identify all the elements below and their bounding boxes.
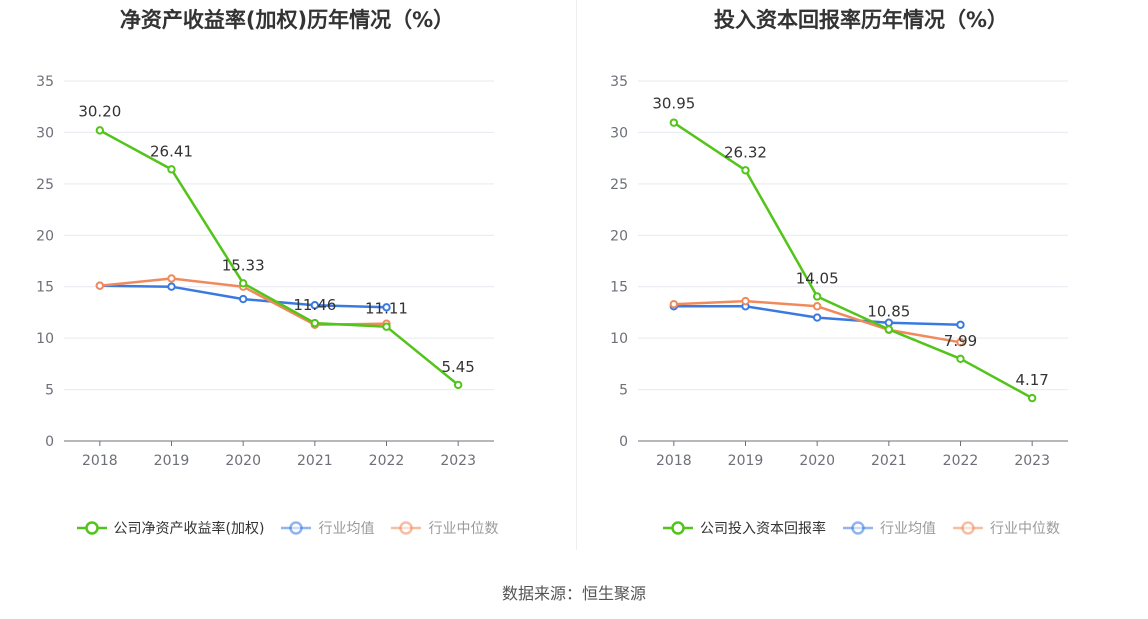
data-point <box>884 318 894 327</box>
data-point <box>167 165 176 174</box>
y-tick-label: 10 <box>36 331 54 347</box>
y-tick-label: 5 <box>45 383 54 399</box>
x-tick-label: 2020 <box>799 453 835 469</box>
legend-label: 行业中位数 <box>990 521 1060 537</box>
chart-title: 投入资本回报率历年情况（%） <box>713 8 1009 32</box>
series-line-0 <box>99 129 459 386</box>
chart-legend: 公司投入资本回报率 行业均值 行业中位数 <box>574 518 1148 538</box>
data-label: 15.33 <box>222 256 265 274</box>
y-tick-label: 20 <box>36 228 54 244</box>
data-label: 11.11 <box>365 300 408 318</box>
y-tick-label: 20 <box>610 228 628 244</box>
x-tick-label: 2019 <box>154 453 190 469</box>
y-tick-label: 0 <box>45 434 54 450</box>
x-tick-label: 2023 <box>1014 453 1050 469</box>
legend-label: 行业中位数 <box>428 521 499 537</box>
legend-item[interactable]: 公司投入资本回报率 <box>662 518 826 538</box>
data-source-label: 数据来源：恒生聚源 <box>501 584 646 603</box>
data-point <box>382 322 391 331</box>
data-label: 26.41 <box>150 142 193 160</box>
x-tick-label: 2019 <box>728 453 764 469</box>
y-tick-label: 25 <box>36 177 54 193</box>
data-point <box>238 294 248 304</box>
data-point <box>382 303 391 312</box>
data-point <box>741 166 750 175</box>
data-point <box>310 301 320 310</box>
chart-title: 净资产收益率(加权)历年情况（%） <box>119 8 455 32</box>
y-tick-label: 35 <box>610 74 628 90</box>
data-point <box>812 292 822 301</box>
legend-label: 行业均值 <box>318 521 375 537</box>
data-point <box>812 302 822 311</box>
x-tick-label: 2023 <box>440 453 476 469</box>
y-tick-label: 5 <box>619 383 628 399</box>
legend-swatch-icon <box>843 521 873 535</box>
data-point <box>741 296 750 306</box>
data-label: 10.85 <box>867 302 910 320</box>
data-label: 26.32 <box>724 143 767 161</box>
y-tick-label: 25 <box>610 177 628 193</box>
y-tick-label: 10 <box>610 331 628 347</box>
legend-item[interactable]: 行业中位数 <box>952 518 1060 538</box>
data-point <box>95 126 105 135</box>
chart-plot-roic: 0 5 10 15 20 25 30 35 2018 2019 2020 2021 2022 2023 30… <box>610 74 1068 469</box>
legend-swatch-icon <box>391 521 422 535</box>
y-tick-label: 15 <box>36 280 54 296</box>
legend-item[interactable]: 行业中位数 <box>390 518 498 538</box>
x-tick-label: 2018 <box>82 453 118 469</box>
data-point <box>812 313 822 322</box>
data-label: 7.99 <box>944 332 977 350</box>
y-tick-label: 30 <box>36 125 54 141</box>
data-label: 5.45 <box>441 358 474 376</box>
legend-label: 行业均值 <box>880 521 936 537</box>
y-tick-label: 15 <box>610 280 628 296</box>
data-point <box>310 318 320 328</box>
x-tick-label: 2021 <box>871 453 907 469</box>
legend-swatch-icon <box>663 521 693 535</box>
legend-swatch-icon <box>76 521 107 535</box>
data-point <box>167 282 176 291</box>
chart-panel-roic: 投入资本回报率历年情况（%） 0 5 10 15 20 25 30 35 2018 2019 202… <box>574 0 1148 560</box>
data-point <box>884 325 894 334</box>
chart-plot-roe: 0 5 10 15 20 25 30 35 2018 2019 2020 2021 2022 2023 30… <box>36 74 494 469</box>
y-tick-label: 0 <box>619 434 628 450</box>
data-point <box>453 380 463 390</box>
data-point <box>669 300 679 309</box>
data-point <box>1027 393 1037 403</box>
legend-item[interactable]: 公司净资产收益率(加权) <box>76 518 265 538</box>
data-point <box>167 274 176 283</box>
x-tick-label: 2021 <box>297 453 333 469</box>
x-tick-label: 2022 <box>369 453 405 469</box>
panel-divider <box>576 0 577 550</box>
x-tick-label: 2020 <box>225 453 261 469</box>
data-point <box>956 338 965 347</box>
data-point <box>956 320 965 329</box>
chart-legend: 公司净资产收益率(加权) 行业均值 行业中位数 <box>0 518 574 538</box>
data-label: 11.46 <box>293 296 336 314</box>
data-point <box>238 279 248 288</box>
data-label: 14.05 <box>796 269 839 287</box>
data-label: 30.95 <box>652 95 695 113</box>
x-tick-label: 2018 <box>656 453 692 469</box>
data-point <box>956 354 965 364</box>
data-label: 4.17 <box>1015 371 1048 389</box>
data-point <box>95 281 105 290</box>
legend-label: 公司净资产收益率(加权) <box>113 521 265 537</box>
legend-item[interactable]: 行业均值 <box>280 518 374 538</box>
chart-panel-roe: 净资产收益率(加权)历年情况（%） 0 5 10 15 20 25 30 35 2018 2019… <box>0 0 574 560</box>
legend-swatch-icon <box>281 521 312 535</box>
x-tick-label: 2022 <box>943 453 979 469</box>
data-label: 30.20 <box>78 102 121 120</box>
legend-swatch-icon <box>953 521 983 535</box>
legend-item[interactable]: 行业均值 <box>842 518 936 538</box>
y-tick-label: 30 <box>610 125 628 141</box>
legend-label: 公司投入资本回报率 <box>700 521 826 537</box>
series-line-0 <box>673 121 1033 400</box>
y-tick-label: 35 <box>36 74 54 90</box>
data-point <box>669 118 679 127</box>
